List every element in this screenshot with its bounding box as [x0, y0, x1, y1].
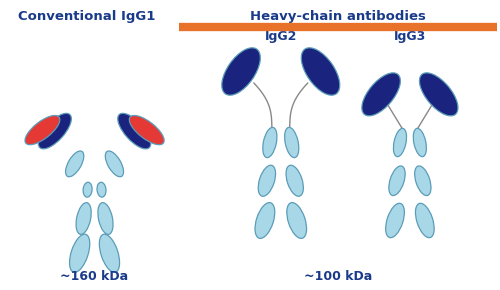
- Ellipse shape: [263, 127, 277, 158]
- Ellipse shape: [255, 203, 275, 238]
- Ellipse shape: [302, 48, 340, 95]
- Ellipse shape: [287, 203, 306, 238]
- Ellipse shape: [130, 115, 164, 145]
- Ellipse shape: [414, 166, 431, 195]
- Text: IgG3: IgG3: [394, 30, 426, 43]
- Ellipse shape: [100, 234, 119, 272]
- Ellipse shape: [66, 151, 84, 177]
- Ellipse shape: [284, 127, 299, 158]
- Ellipse shape: [98, 203, 113, 234]
- Ellipse shape: [258, 165, 276, 196]
- Ellipse shape: [286, 165, 304, 196]
- Ellipse shape: [118, 113, 151, 149]
- Ellipse shape: [222, 48, 260, 95]
- Ellipse shape: [25, 115, 60, 145]
- Ellipse shape: [70, 234, 90, 272]
- Ellipse shape: [416, 203, 434, 238]
- Text: ~100 kDa: ~100 kDa: [304, 270, 372, 283]
- Text: IgG2: IgG2: [264, 30, 297, 43]
- Ellipse shape: [97, 182, 106, 197]
- Ellipse shape: [386, 203, 404, 238]
- Text: Heavy-chain antibodies: Heavy-chain antibodies: [250, 10, 426, 23]
- Ellipse shape: [83, 182, 92, 197]
- Ellipse shape: [420, 73, 458, 116]
- Text: Conventional IgG1: Conventional IgG1: [18, 10, 156, 23]
- Ellipse shape: [389, 166, 405, 195]
- Ellipse shape: [106, 151, 124, 177]
- Ellipse shape: [362, 73, 401, 116]
- Text: ~160 kDa: ~160 kDa: [60, 270, 128, 283]
- Ellipse shape: [38, 113, 72, 149]
- Ellipse shape: [76, 203, 91, 234]
- Ellipse shape: [394, 128, 406, 157]
- Ellipse shape: [414, 128, 426, 157]
